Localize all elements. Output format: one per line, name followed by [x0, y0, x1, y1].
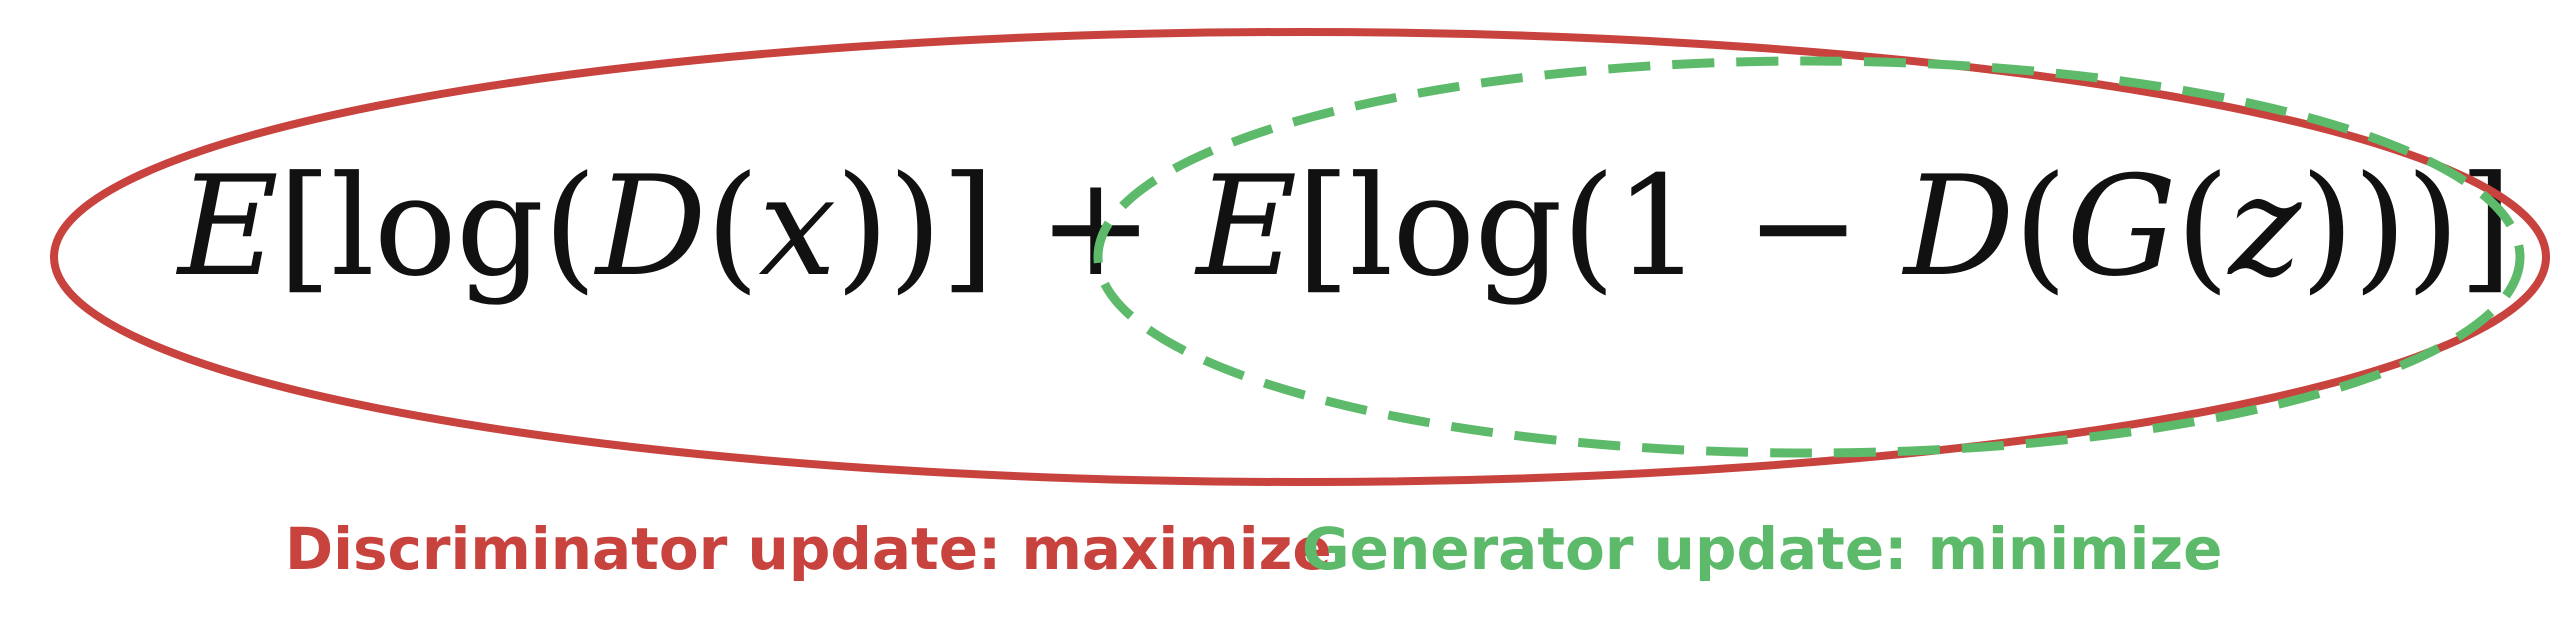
generator-symbol: G: [2066, 146, 2176, 307]
closing-brackets: )))]: [2300, 146, 2512, 307]
discriminator-symbol: D: [1903, 146, 2015, 307]
expectation-symbol: E: [178, 146, 279, 307]
plus-sign: +: [1037, 146, 1154, 307]
left-paren: (: [2013, 146, 2068, 307]
log-function: log: [330, 146, 545, 307]
gan-objective-formula: E[log(D(x))] + E[log(1− D(G(z)))]: [178, 146, 2513, 307]
expectation-symbol: E: [1196, 146, 1298, 307]
real-sample-variable: x: [758, 146, 837, 307]
minus-sign: −: [1745, 146, 1861, 307]
one-constant: 1: [1614, 146, 1703, 307]
left-paren: (: [1561, 146, 1616, 307]
left-paren: (: [543, 146, 597, 307]
discriminator-label: Discriminator update: maximize: [285, 515, 1332, 583]
left-paren: (: [705, 146, 760, 307]
noise-variable: z: [2228, 146, 2302, 307]
discriminator-symbol: D: [596, 146, 707, 307]
left-bracket: [: [277, 146, 332, 307]
left-bracket: [: [1296, 146, 1350, 307]
generator-label: Generator update: minimize: [1302, 515, 2223, 583]
left-paren: (: [2175, 146, 2230, 307]
log-function: log: [1349, 146, 1563, 307]
closing-brackets: ))]: [835, 146, 995, 307]
